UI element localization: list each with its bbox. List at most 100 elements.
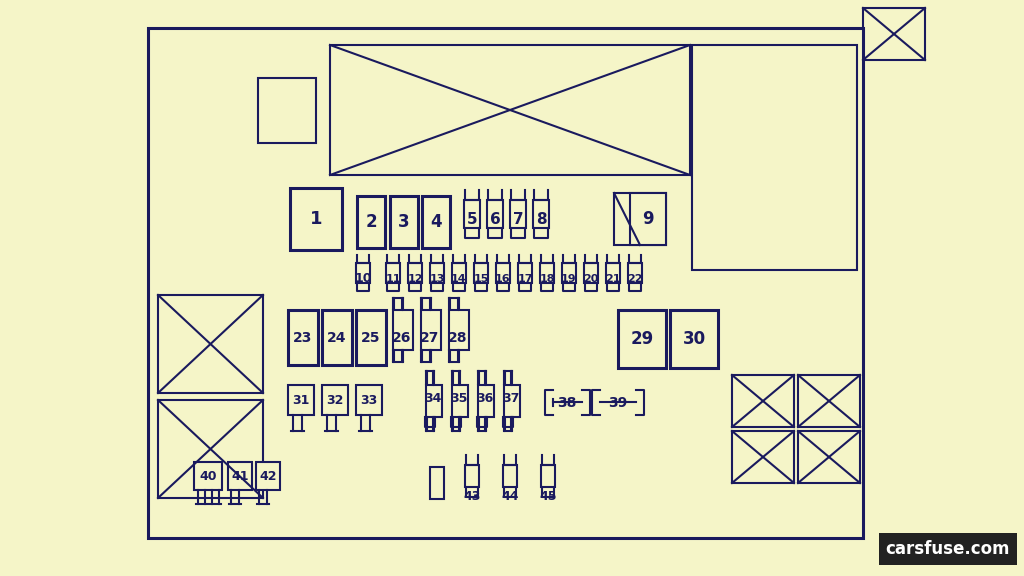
Bar	[618, 310, 666, 368]
Bar	[478, 385, 494, 417]
Bar	[496, 263, 510, 283]
Text: 23: 23	[293, 331, 312, 345]
Text: 26: 26	[392, 331, 412, 345]
Bar	[518, 263, 532, 283]
Text: 4: 4	[430, 213, 441, 231]
Text: 31: 31	[292, 393, 309, 407]
Text: 6: 6	[489, 211, 501, 226]
Bar	[863, 8, 925, 60]
Bar	[630, 193, 666, 245]
Text: 39: 39	[608, 396, 628, 410]
Text: 3: 3	[398, 213, 410, 231]
Bar	[606, 263, 620, 283]
Text: 34: 34	[424, 392, 441, 406]
Bar	[430, 263, 444, 283]
Text: 11: 11	[385, 274, 400, 284]
Bar	[430, 467, 444, 499]
Text: 9: 9	[642, 210, 653, 228]
Text: 15: 15	[473, 274, 488, 284]
Text: 42: 42	[259, 469, 276, 483]
Bar	[465, 465, 479, 487]
Bar	[474, 263, 488, 283]
Bar	[322, 385, 348, 415]
Bar	[452, 385, 468, 417]
Text: 10: 10	[354, 272, 372, 286]
Bar	[510, 200, 526, 228]
Bar	[732, 375, 794, 427]
Text: 16: 16	[496, 274, 511, 284]
Bar	[628, 263, 642, 283]
Text: 28: 28	[449, 331, 468, 345]
Bar	[584, 263, 598, 283]
Text: 24: 24	[328, 331, 347, 345]
Text: 19: 19	[561, 274, 577, 284]
Text: 2: 2	[366, 213, 377, 231]
Bar	[330, 45, 690, 175]
Text: 30: 30	[682, 330, 706, 348]
Bar	[562, 263, 575, 283]
Text: 32: 32	[327, 393, 344, 407]
Bar	[357, 196, 385, 248]
Bar	[452, 263, 466, 283]
Bar	[194, 462, 222, 490]
Text: 21: 21	[605, 274, 621, 284]
Bar	[464, 200, 480, 228]
Bar	[798, 375, 860, 427]
Bar	[449, 310, 469, 350]
Bar	[258, 78, 316, 143]
Bar	[504, 385, 520, 417]
Bar	[290, 188, 342, 250]
Text: 20: 20	[584, 274, 599, 284]
Bar	[288, 385, 314, 415]
Bar	[322, 310, 352, 365]
Bar	[158, 295, 263, 393]
Text: 40: 40	[200, 469, 217, 483]
Bar	[386, 263, 400, 283]
Bar	[487, 200, 503, 228]
Bar	[732, 431, 794, 483]
Bar	[503, 465, 517, 487]
Text: 7: 7	[513, 211, 523, 226]
Text: 45: 45	[540, 491, 557, 503]
Bar	[228, 462, 252, 490]
Bar	[614, 193, 666, 245]
Bar	[256, 462, 280, 490]
Text: 27: 27	[420, 331, 439, 345]
Bar	[390, 196, 418, 248]
Bar	[393, 310, 413, 350]
Bar	[408, 263, 422, 283]
Text: 8: 8	[536, 211, 547, 226]
Text: 12: 12	[408, 274, 423, 284]
Bar	[148, 28, 863, 538]
Bar	[356, 263, 370, 283]
Bar	[670, 310, 718, 368]
Text: carsfuse.com: carsfuse.com	[886, 540, 1010, 558]
Text: 1: 1	[309, 210, 323, 228]
Bar	[692, 45, 857, 270]
Bar	[540, 263, 554, 283]
Bar	[356, 310, 386, 365]
Bar	[541, 465, 555, 487]
Text: 35: 35	[451, 392, 468, 406]
Bar	[288, 310, 318, 365]
Text: 18: 18	[540, 274, 555, 284]
Text: 41: 41	[231, 469, 249, 483]
Text: 5: 5	[467, 211, 477, 226]
Text: 25: 25	[361, 331, 381, 345]
Bar	[356, 385, 382, 415]
Bar	[422, 196, 450, 248]
Text: 36: 36	[476, 392, 494, 406]
Text: 43: 43	[463, 491, 480, 503]
Bar	[158, 400, 263, 498]
Text: 37: 37	[503, 392, 520, 406]
Text: 14: 14	[452, 274, 467, 284]
Text: 38: 38	[557, 396, 577, 410]
Text: 17: 17	[517, 274, 532, 284]
Text: 44: 44	[502, 491, 519, 503]
Text: 29: 29	[631, 330, 653, 348]
Text: 22: 22	[628, 274, 643, 284]
Text: 13: 13	[429, 274, 444, 284]
Bar	[798, 431, 860, 483]
Bar	[534, 200, 549, 228]
Text: 33: 33	[360, 393, 378, 407]
